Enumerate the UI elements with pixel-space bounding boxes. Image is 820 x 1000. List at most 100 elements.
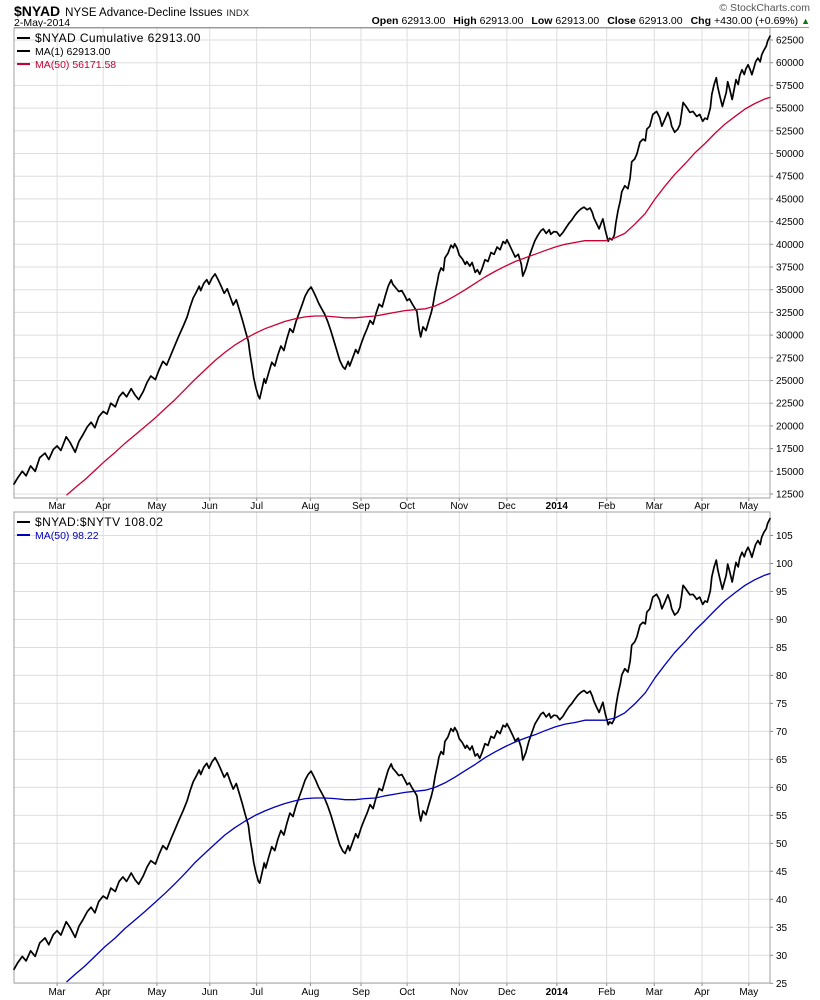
high-label: High: [453, 15, 477, 27]
legend-label: $NYAD Cumulative 62913.00: [35, 31, 201, 45]
y-tick-label: 35: [776, 923, 788, 934]
chg-value: +430.00 (+0.69%): [714, 15, 799, 27]
y-tick-label: 65: [776, 755, 788, 766]
x-tick-label: Apr: [95, 987, 111, 998]
nyad-nytv-ratio-line: [13, 517, 771, 971]
x-tick-label: Dec: [498, 501, 516, 512]
series-swatch-icon: [17, 50, 30, 52]
series-swatch-icon: [17, 63, 30, 65]
ratio-ma50-line: [66, 572, 771, 983]
x-tick-label: Oct: [399, 987, 415, 998]
y-tick-label: 30: [776, 951, 788, 962]
close-value: 62913.00: [638, 15, 683, 27]
x-tick-label: Apr: [694, 987, 710, 998]
y-tick-label: 40: [776, 895, 788, 906]
header-title: $NYAD NYSE Advance-Decline Issues INDX: [14, 3, 249, 21]
x-tick-label: Aug: [302, 987, 320, 998]
y-tick-label: 62500: [776, 36, 804, 47]
y-tick-label: 32500: [776, 308, 804, 319]
high-value: 62913.00: [479, 15, 524, 27]
ticker-symbol: $NYAD: [14, 3, 61, 19]
y-tick-label: 27500: [776, 353, 804, 364]
legend-label: MA(1) 62913.00: [35, 46, 111, 58]
cumulative-chart-panel: 62500 60000 57500 55000 52500 50000 47500 45000…: [13, 27, 804, 512]
y-tick-label: 85: [776, 643, 788, 654]
y-tick-label: 60: [776, 783, 788, 794]
x-tick-label: Mar: [48, 501, 66, 512]
x-tick-label: May: [739, 501, 758, 512]
y-tick-label: 90: [776, 615, 788, 626]
x-tick-label: Oct: [399, 501, 415, 512]
quote-summary: Open 62913.00 High 62913.00 Low 62913.00 Close…: [372, 15, 810, 27]
y-tick-label: 105: [776, 531, 793, 542]
y-tick-label: 50000: [776, 149, 804, 160]
nyad-ma50-line: [66, 96, 771, 496]
ratio-chart-legend: $NYAD:$NYTV 108.02 MA(50) 98.22: [17, 515, 163, 543]
y-tick-label: 47500: [776, 172, 804, 183]
y-tick-label: 55000: [776, 104, 804, 115]
series-swatch-icon: [17, 534, 30, 536]
y-tick-label: 12500: [776, 490, 804, 501]
x-tick-label: Mar: [48, 987, 66, 998]
x-tick-label: May: [739, 987, 758, 998]
y-tick-label: 55: [776, 811, 788, 822]
y-tick-label: 100: [776, 559, 793, 570]
x-tick-label: Jun: [202, 987, 218, 998]
y-tick-label: 35000: [776, 285, 804, 296]
legend-item: $NYAD:$NYTV 108.02: [17, 515, 163, 530]
change-up-icon: ▲: [801, 16, 810, 26]
open-label: Open: [371, 15, 399, 27]
y-tick-label: 25000: [776, 376, 804, 387]
y-tick-label: 42500: [776, 217, 804, 228]
legend-item: MA(1) 62913.00: [17, 46, 201, 59]
nyad-cumulative-line: [13, 35, 771, 485]
x-tick-label: Jul: [250, 987, 263, 998]
x-tick-label: Dec: [498, 987, 516, 998]
y-tick-label: 50: [776, 839, 788, 850]
ratio-chart-panel: 105 100 95 90 85 80 75 70 65 60 55 50 45 40 35 30 25 Mar A…: [13, 511, 793, 998]
x-tick-label: Sep: [352, 501, 370, 512]
header-divider: [14, 27, 809, 28]
low-label: Low: [531, 15, 553, 27]
ticker-name: NYSE Advance-Decline Issues: [65, 7, 223, 19]
series-swatch-icon: [17, 37, 30, 39]
y-tick-label: 52500: [776, 126, 804, 137]
x-tick-label: May: [147, 501, 166, 512]
x-tick-label: Feb: [598, 501, 616, 512]
x-tick-label: 2014: [546, 501, 569, 512]
y-tick-label: 30000: [776, 331, 804, 342]
y-tick-label: 40000: [776, 240, 804, 251]
low-value: 62913.00: [555, 15, 600, 27]
y-tick-label: 45000: [776, 194, 804, 205]
legend-label: MA(50) 56171.58: [35, 59, 117, 71]
y-tick-label: 95: [776, 587, 788, 598]
x-tick-label: Feb: [598, 987, 616, 998]
x-tick-label: Jul: [250, 501, 263, 512]
legend-label: $NYAD:$NYTV 108.02: [35, 515, 164, 529]
x-tick-label: Nov: [450, 501, 468, 512]
chart-date: 2-May-2014: [14, 17, 71, 29]
legend-label: MA(50) 98.22: [35, 530, 99, 542]
y-tick-label: 57500: [776, 81, 804, 92]
x-tick-label: Aug: [302, 501, 320, 512]
series-swatch-icon: [17, 521, 30, 523]
open-value: 62913.00: [401, 15, 446, 27]
y-tick-label: 80: [776, 671, 788, 682]
y-tick-label: 45: [776, 867, 788, 878]
y-tick-label: 17500: [776, 444, 804, 455]
plot-frame: [13, 27, 771, 499]
x-tick-label: May: [147, 987, 166, 998]
legend-item: $NYAD Cumulative 62913.00: [17, 31, 201, 46]
x-tick-label: Mar: [646, 501, 664, 512]
x-tick-label: Nov: [450, 987, 468, 998]
y-tick-label: 70: [776, 727, 788, 738]
y-tick-label: 75: [776, 699, 788, 710]
x-tick-label: Jun: [202, 501, 218, 512]
legend-item: MA(50) 98.22: [17, 530, 163, 543]
x-tick-label: Apr: [694, 501, 710, 512]
y-tick-label: 20000: [776, 421, 804, 432]
cumulative-chart-legend: $NYAD Cumulative 62913.00 MA(1) 62913.00…: [17, 31, 201, 72]
x-tick-label: 2014: [546, 987, 569, 998]
